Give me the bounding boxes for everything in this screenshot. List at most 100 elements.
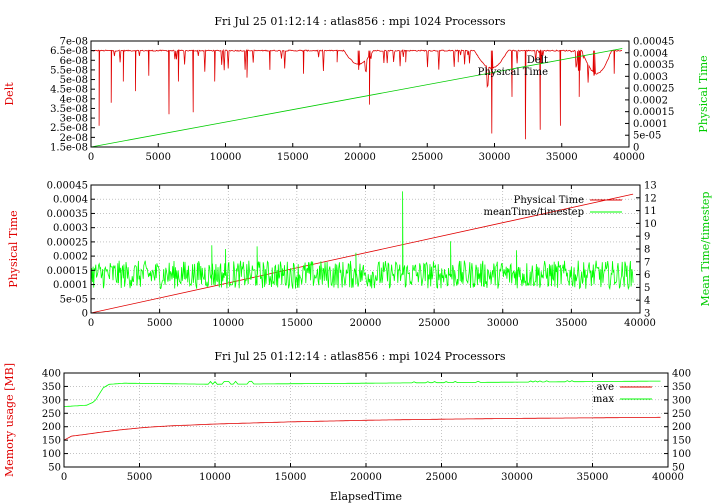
y2-tick-label: 0.0002 xyxy=(633,95,668,106)
series-line-physical-time xyxy=(90,48,623,148)
x-tick-label: 10000 xyxy=(212,318,244,329)
plot-frame xyxy=(90,40,630,148)
x-tick-label: 0 xyxy=(88,152,94,163)
y2-tick-label: 11 xyxy=(644,206,657,217)
y2-tick-label: 250 xyxy=(672,409,691,420)
x-tick-label: 20000 xyxy=(350,472,382,483)
x-tick-label: 35000 xyxy=(577,472,609,483)
series-line-max xyxy=(63,380,661,407)
y2-tick-label: 7 xyxy=(644,257,650,268)
y-axis-label: Physical Time xyxy=(7,210,20,287)
y-tick-label: 50 xyxy=(48,463,61,474)
y2-tick-label: 200 xyxy=(672,422,691,433)
bottom-chart-title: Fri Jul 25 01:12:14 : atlas856 : mpi 102… xyxy=(214,350,506,363)
series-line-physical-time xyxy=(90,193,634,314)
y2-tick-label: 0.00015 xyxy=(633,107,674,118)
y-tick-label: 1.5e-08 xyxy=(50,143,88,154)
y-tick-label: 0.00045 xyxy=(47,181,88,192)
y-tick-label: 350 xyxy=(42,382,61,393)
y2-axis-label: Physical Time xyxy=(697,55,710,132)
legend-label: ave xyxy=(596,382,614,393)
y-tick-label: 400 xyxy=(42,369,61,380)
x-tick-label: 15000 xyxy=(281,318,313,329)
y2-tick-label: 5e-05 xyxy=(633,131,661,142)
x-tick-label: 30000 xyxy=(479,152,511,163)
y2-tick-label: 0.0001 xyxy=(633,119,668,130)
y-tick-label: 300 xyxy=(42,395,61,406)
y-tick-label: 250 xyxy=(42,409,61,420)
y2-tick-label: 12 xyxy=(644,193,657,204)
x-tick-label: 30000 xyxy=(487,318,519,329)
series-line-delt xyxy=(91,48,623,140)
x-tick-label: 10000 xyxy=(210,152,242,163)
y-tick-label: 5e-05 xyxy=(60,294,88,305)
y-tick-label: 0 xyxy=(82,309,88,320)
memory-usage-chart: 0 5000 10000 15000 20000 25000 30000 35000 40000… xyxy=(3,363,691,483)
y2-tick-label: 100 xyxy=(672,449,691,460)
y2-tick-label: 5 xyxy=(644,283,650,294)
elapsed-time-axis-label: ElapsedTime xyxy=(330,490,402,503)
x-tick-label: 40000 xyxy=(652,472,684,483)
x-tick-label: 35000 xyxy=(555,318,587,329)
legend-label: meanTime/timestep xyxy=(483,207,584,218)
y2-tick-label: 150 xyxy=(672,436,691,447)
y-tick-label: 150 xyxy=(42,436,61,447)
y2-tick-label: 4 xyxy=(644,296,650,307)
y2-tick-label: 3 xyxy=(644,309,650,320)
y-tick-label: 200 xyxy=(42,422,61,433)
y2-tick-label: 6 xyxy=(644,270,650,281)
y2-tick-label: 400 xyxy=(672,369,691,380)
y-tick-label: 100 xyxy=(42,449,61,460)
x-tick-label: 10000 xyxy=(199,472,231,483)
y-tick-label: 2e-08 xyxy=(60,133,88,144)
x-tick-label: 35000 xyxy=(546,152,578,163)
x-tick-label: 20000 xyxy=(344,152,376,163)
x-tick-label: 0 xyxy=(88,318,94,329)
y-tick-label: 6.5e-08 xyxy=(50,46,88,57)
y-tick-label: 0.0004 xyxy=(53,195,88,206)
y2-tick-label: 50 xyxy=(672,463,685,474)
y2-tick-label: 10 xyxy=(644,219,657,230)
y2-tick-label: 0.0004 xyxy=(633,48,668,59)
y2-tick-label: 9 xyxy=(644,232,650,243)
x-tick-label: 15000 xyxy=(275,472,307,483)
y2-tick-label: 0.00025 xyxy=(633,84,674,95)
y-tick-label: 0.0001 xyxy=(53,280,88,291)
delt-physical-time-chart: 0 5000 10000 15000 20000 25000 30000 35000 40000… xyxy=(3,37,710,164)
physical-time-mean-timestep-chart: 0 5000 10000 15000 20000 25000 30000 35000 40000… xyxy=(7,181,712,330)
y-tick-label: 0.00015 xyxy=(47,266,88,277)
y-tick-label: 3.5e-08 xyxy=(50,104,88,115)
y-axis-label: Memory usage [MB] xyxy=(3,363,16,477)
y-tick-label: 4e-08 xyxy=(60,94,88,105)
y2-tick-label: 0.00045 xyxy=(633,37,674,48)
y-tick-label: 4.5e-08 xyxy=(50,85,88,96)
x-tick-label: 25000 xyxy=(426,472,458,483)
y-tick-label: 0.0002 xyxy=(53,252,88,263)
x-tick-label: 5000 xyxy=(127,472,152,483)
y2-tick-label: 13 xyxy=(644,181,657,192)
series-line-meantime-timestep xyxy=(90,191,634,291)
y-tick-label: 6e-08 xyxy=(60,56,88,67)
y2-tick-label: 0.0003 xyxy=(633,72,668,83)
y-tick-label: 5.5e-08 xyxy=(50,65,88,76)
x-tick-label: 20000 xyxy=(350,318,382,329)
y2-tick-label: 0.00035 xyxy=(633,60,674,71)
y-tick-label: 5e-08 xyxy=(60,75,88,86)
y-tick-label: 3e-08 xyxy=(60,114,88,125)
x-tick-label: 40000 xyxy=(624,318,656,329)
legend-label: Delt xyxy=(527,55,548,66)
x-tick-label: 25000 xyxy=(418,318,450,329)
series-line-ave xyxy=(63,416,661,441)
x-tick-label: 5000 xyxy=(147,318,172,329)
legend-label: Physical Time xyxy=(478,67,548,78)
x-tick-label: 40000 xyxy=(613,152,645,163)
legend-label: Physical Time xyxy=(514,195,584,206)
x-tick-label: 0 xyxy=(61,472,67,483)
y-tick-label: 7e-08 xyxy=(60,37,88,48)
x-tick-label: 5000 xyxy=(146,152,171,163)
y2-axis-label: Mean Time/timestep xyxy=(699,192,712,307)
y-tick-label: 2.5e-08 xyxy=(50,123,88,134)
legend-label: max xyxy=(593,394,614,405)
top-chart-title: Fri Jul 25 01:12:14 : atlas856 : mpi 102… xyxy=(214,15,506,28)
